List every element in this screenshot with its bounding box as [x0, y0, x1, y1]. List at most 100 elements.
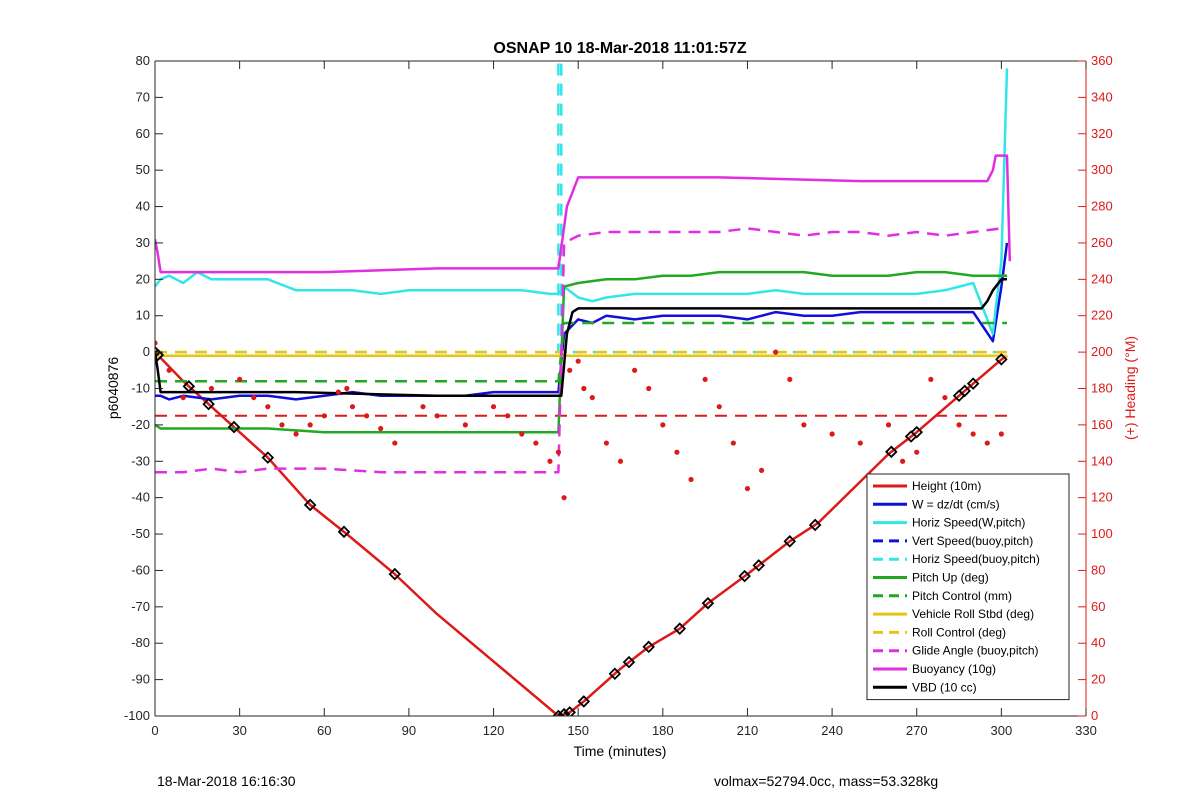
- heading-point: [547, 458, 553, 464]
- legend-label: VBD (10 cc): [912, 680, 977, 694]
- y-tick-label: -100: [124, 708, 150, 723]
- heading-point: [603, 440, 609, 446]
- heading-point: [434, 413, 440, 419]
- y-tick-label: -80: [131, 635, 150, 650]
- x-tick-label: 0: [151, 723, 158, 738]
- heading-point: [716, 404, 722, 410]
- heading-point: [208, 385, 215, 392]
- y-tick-right-label: 240: [1091, 271, 1113, 286]
- heading-point: [581, 385, 587, 392]
- height-marker: [752, 559, 766, 572]
- height-marker: [738, 569, 751, 583]
- legend-label: Pitch Up (deg): [912, 571, 989, 585]
- height-marker: [202, 397, 215, 411]
- legend-label: Buoyancy (10g): [912, 662, 996, 676]
- y-tick-right-label: 320: [1091, 126, 1113, 141]
- y-tick-label: 40: [136, 199, 150, 214]
- y-tick-label: -30: [131, 453, 150, 468]
- heading-point: [279, 422, 285, 428]
- heading-point: [758, 467, 765, 473]
- y-tick-right-label: 180: [1091, 381, 1113, 396]
- y-tick-right-label: 340: [1091, 89, 1113, 104]
- y-tick-label: 60: [136, 126, 150, 141]
- y-tick-label: 20: [136, 271, 150, 286]
- heading-point: [505, 413, 511, 419]
- heading-point: [773, 349, 779, 355]
- height-marker: [701, 596, 715, 610]
- chart-title: OSNAP 10 18-Mar-2018 11:01:57Z: [493, 40, 746, 57]
- heading-point: [998, 431, 1004, 437]
- height-marker: [808, 518, 822, 532]
- heading-point: [970, 431, 976, 437]
- heading-point: [688, 476, 694, 483]
- legend-label: Horiz Speed(W,pitch): [912, 516, 1025, 530]
- legend-label: Vehicle Roll Stbd (deg): [912, 607, 1034, 621]
- y-axis-label: p6040876: [105, 357, 121, 420]
- heading-point: [519, 431, 525, 437]
- heading-point: [857, 440, 863, 446]
- legend-label: Roll Control (deg): [912, 625, 1006, 639]
- height-marker: [182, 380, 196, 393]
- y-tick-right-label: 360: [1091, 53, 1113, 68]
- heading-point: [265, 404, 271, 410]
- legend-label: Glide Angle (buoy,pitch): [912, 644, 1039, 658]
- y-tick-label: -60: [131, 562, 150, 577]
- heading-point: [787, 376, 793, 383]
- legend-label: Height (10m): [912, 479, 981, 493]
- y-tick-label: 30: [136, 235, 150, 250]
- series-line-11: [155, 278, 1007, 398]
- heading-point: [251, 394, 257, 401]
- x-tick-label: 300: [991, 723, 1013, 738]
- height-marker: [608, 667, 622, 681]
- y-tick-right-label: 0: [1091, 708, 1098, 723]
- y-tick-right-label: 60: [1091, 599, 1105, 614]
- y-tick-label: 0: [143, 344, 150, 359]
- heading-point: [155, 340, 158, 346]
- footer-timestamp: 18-Mar-2018 16:16:30: [157, 773, 296, 789]
- y-tick-right-label: 280: [1091, 199, 1113, 214]
- height-marker: [885, 445, 898, 459]
- series-line-5: [155, 270, 1007, 434]
- heading-point: [363, 413, 370, 419]
- y-tick-label: 50: [136, 162, 150, 177]
- x-tick-label: 90: [402, 723, 416, 738]
- heading-point: [349, 404, 356, 410]
- y-tick-right-label: 300: [1091, 162, 1113, 177]
- legend: Height (10m) W = dz/dt (cm/s) Horiz Speed(…: [866, 473, 1070, 701]
- height-marker: [227, 420, 241, 434]
- legend-box: [866, 473, 1070, 701]
- height-marker: [552, 709, 565, 716]
- heading-point: [335, 389, 341, 395]
- heading-point: [801, 422, 807, 428]
- series-line-10: [155, 154, 1012, 274]
- y-tick-right-label: 100: [1091, 526, 1113, 541]
- heading-point: [829, 431, 835, 437]
- heading-point: [928, 376, 934, 383]
- heading-point: [344, 385, 350, 392]
- height-marker: [622, 655, 636, 669]
- heading-point: [632, 367, 638, 373]
- y-tick-right-label: 200: [1091, 344, 1113, 359]
- heading-point: [420, 404, 426, 410]
- x-tick-label: 240: [821, 723, 843, 738]
- height-marker: [337, 525, 351, 539]
- heading-point: [702, 376, 708, 383]
- heading-point: [744, 485, 751, 492]
- height-marker: [995, 353, 1008, 366]
- legend-label: Horiz Speed(buoy,pitch): [912, 552, 1040, 566]
- series-line-9: [155, 227, 1002, 474]
- x-tick-label: 120: [483, 723, 505, 738]
- series-line-1: [155, 242, 1009, 401]
- height-marker: [577, 695, 591, 708]
- y-tick-label: 70: [136, 89, 150, 104]
- y-tick-right-label: 20: [1091, 672, 1105, 687]
- height-marker: [388, 567, 402, 581]
- heading-point: [660, 422, 666, 428]
- x-axis-label: Time (minutes): [574, 743, 667, 759]
- height-marker: [642, 640, 655, 654]
- heading-point: [307, 422, 313, 428]
- legend-label: Vert Speed(buoy,pitch): [912, 534, 1033, 548]
- heading-point: [956, 422, 962, 428]
- heading-point: [567, 367, 573, 373]
